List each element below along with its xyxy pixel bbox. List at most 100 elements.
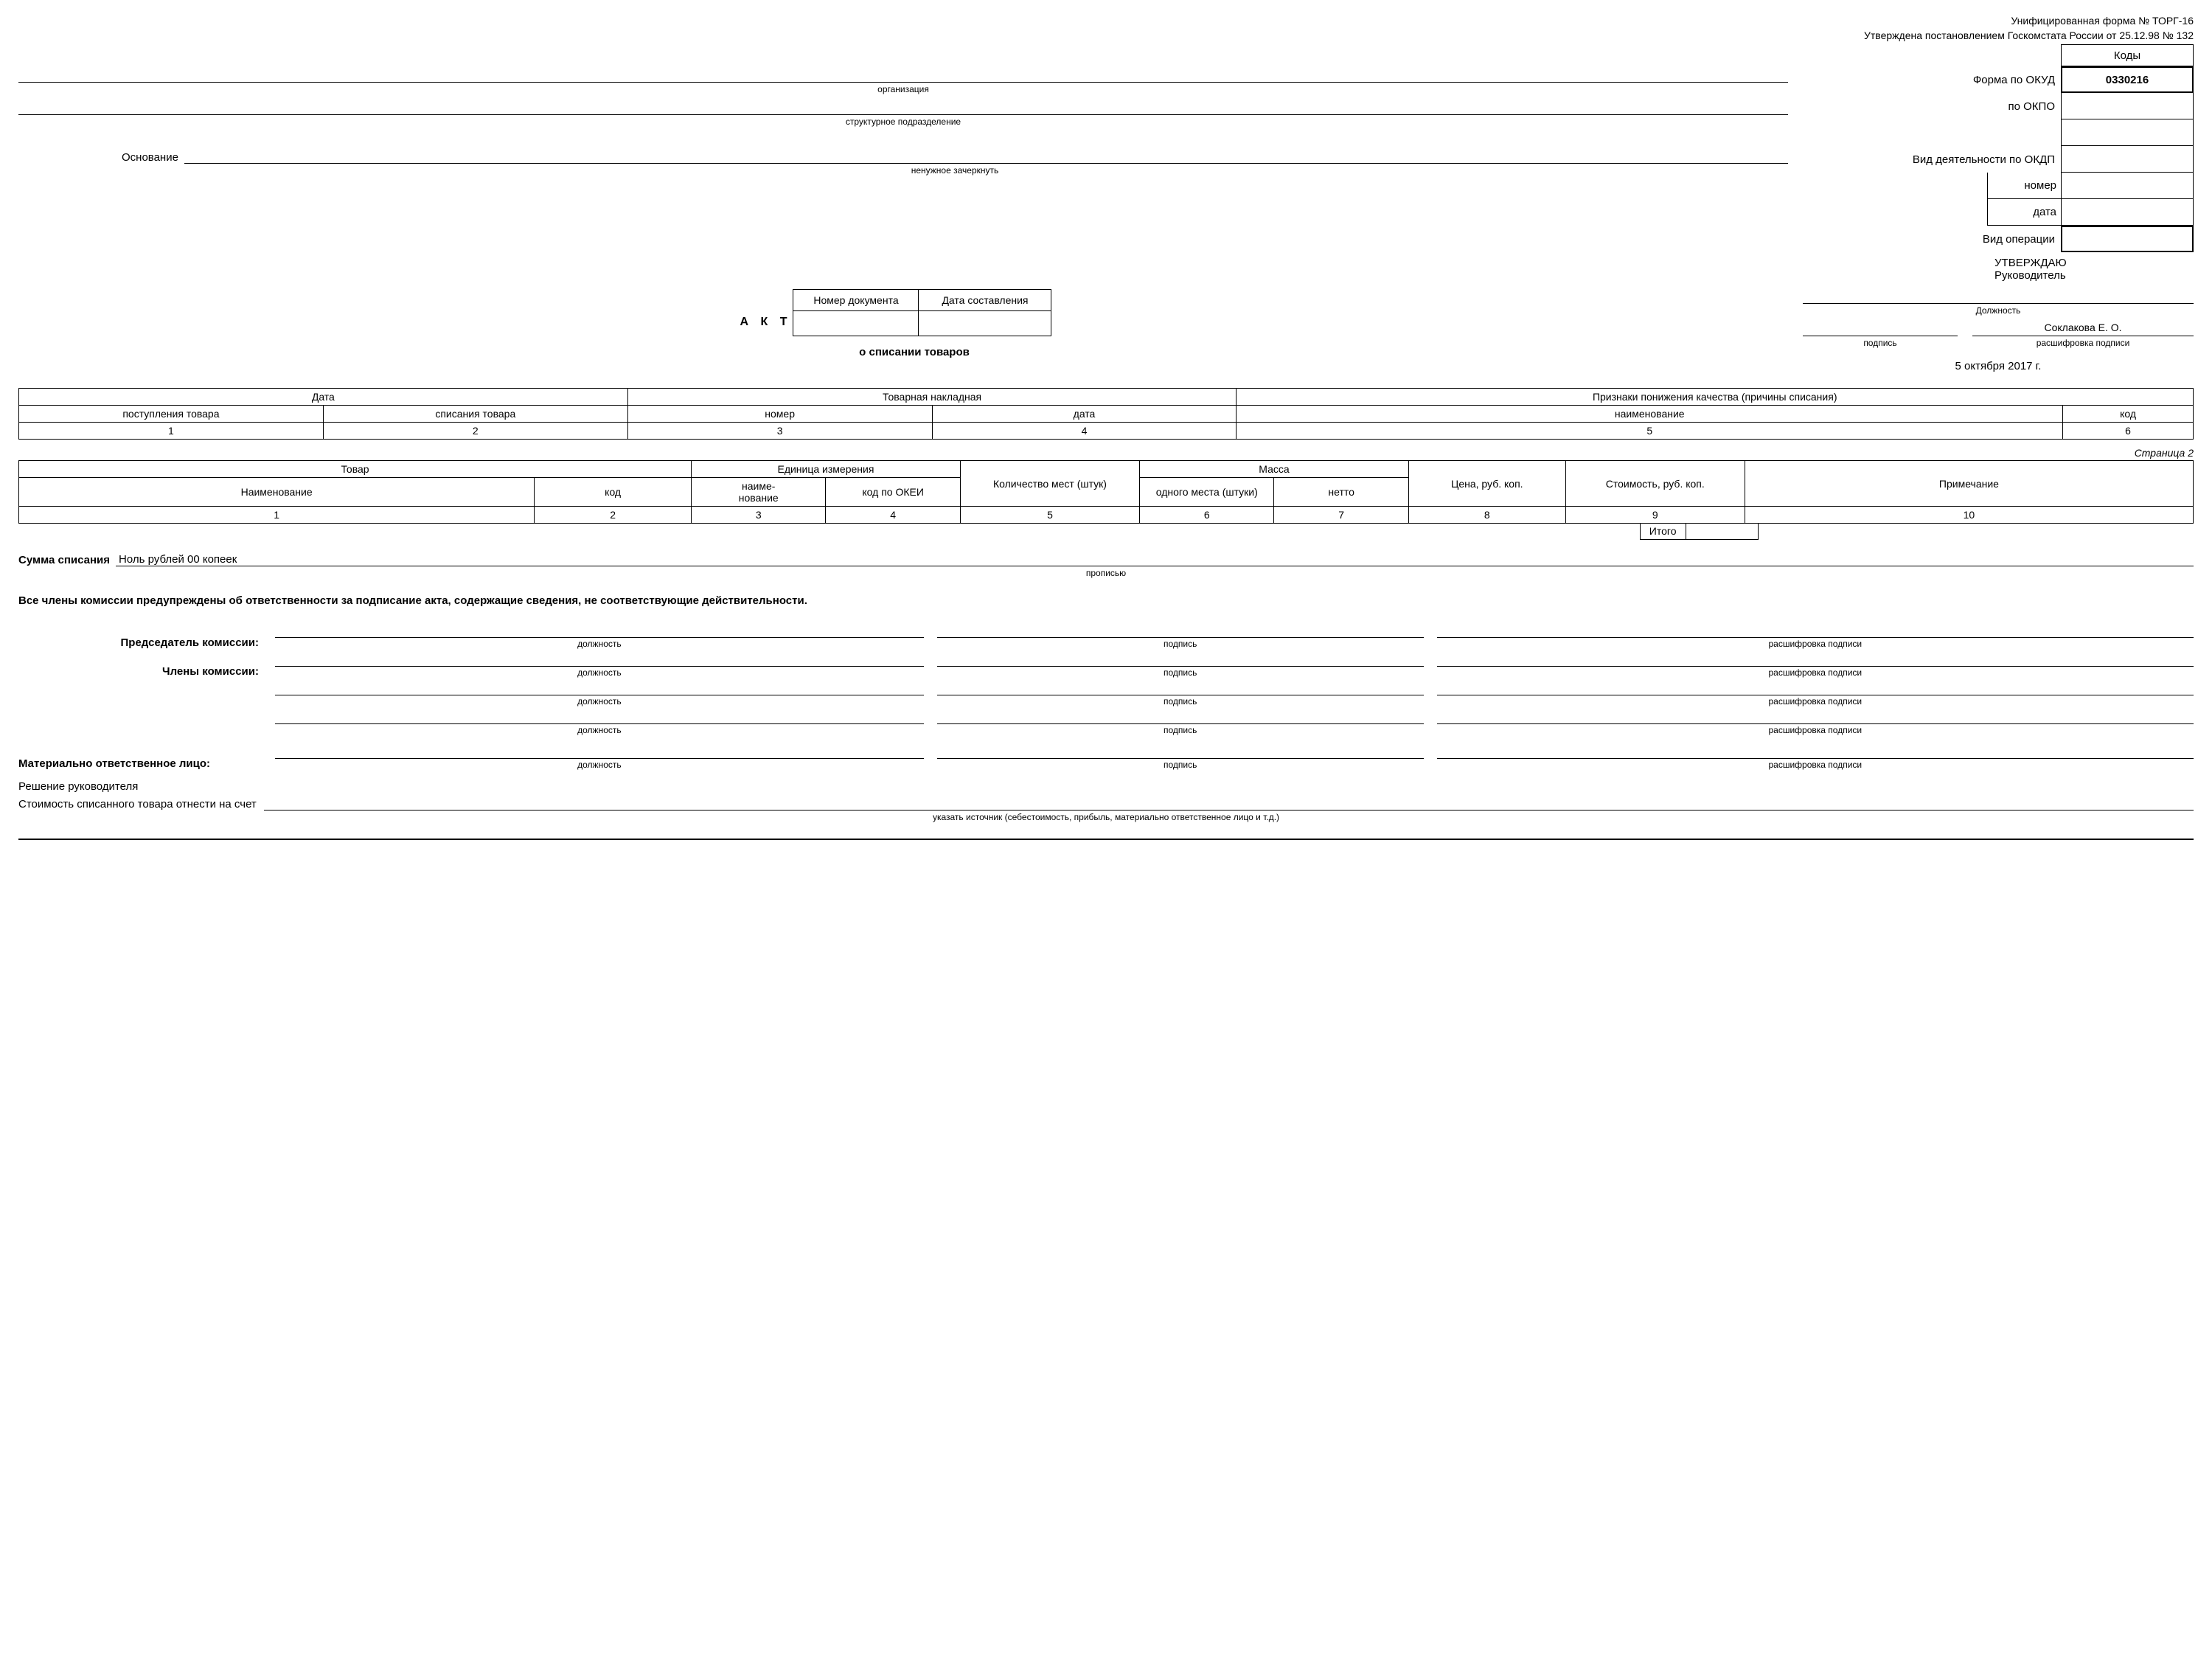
sum-label: Сумма списания: [18, 554, 110, 566]
t2-n9: 9: [1565, 507, 1745, 524]
t1-n6: 6: [2063, 423, 2194, 440]
page2-label: Страница 2: [18, 447, 2194, 459]
dept-field[interactable]: [18, 99, 1788, 115]
itogo-label: Итого: [1640, 523, 1686, 540]
cap-dec-5: расшифровка подписи: [1437, 760, 2194, 770]
members-label: Члены комиссии:: [18, 665, 262, 678]
t1-receipt: поступления товара: [19, 406, 324, 423]
basis-caption: ненужное зачеркнуть: [122, 165, 1788, 176]
responsible-name[interactable]: [1437, 744, 2194, 759]
akt-subtitle: о списании товаров: [18, 346, 1810, 358]
t1-n1: 1: [19, 423, 324, 440]
approve-position-line[interactable]: [1803, 289, 2194, 304]
itogo-value[interactable]: [1685, 523, 1759, 540]
final-rule: [18, 839, 2194, 840]
responsible-signature[interactable]: [937, 744, 1424, 759]
okpo-value[interactable]: [2061, 93, 2194, 119]
cap-dec-3: расшифровка подписи: [1437, 696, 2194, 707]
t1-invoice-header: Товарная накладная: [627, 389, 1237, 406]
t1-idate: дата: [932, 406, 1237, 423]
responsible-position[interactable]: [275, 744, 924, 759]
basis-field[interactable]: [184, 149, 1788, 164]
t2-n10: 10: [1745, 507, 2193, 524]
t2-qty: Количество мест (штук): [960, 461, 1139, 507]
t2-cost: Стоимость, руб. коп.: [1565, 461, 1745, 507]
approve-signature-line[interactable]: [1803, 322, 1958, 336]
cap-dec-1: расшифровка подписи: [1437, 639, 2194, 649]
chair-label: Председатель комиссии:: [18, 636, 262, 649]
akt-table: Номер документа Дата составления: [793, 289, 1051, 336]
t2-okei: код по ОКЕИ: [826, 478, 960, 507]
t2-price: Цена, руб. коп.: [1408, 461, 1565, 507]
sum-value: Ноль рублей 00 копеек: [116, 553, 2194, 566]
member3-name[interactable]: [1437, 709, 2194, 724]
cap-sig-5: подпись: [937, 760, 1424, 770]
chair-name[interactable]: [1437, 623, 2194, 638]
t2-n4: 4: [826, 507, 960, 524]
chair-signature[interactable]: [937, 623, 1424, 638]
t2-n1: 1: [19, 507, 535, 524]
chair-position[interactable]: [275, 623, 924, 638]
table2: Товар Единица измерения Количество мест …: [18, 460, 2194, 524]
t1-n2: 2: [323, 423, 627, 440]
t1-n4: 4: [932, 423, 1237, 440]
warning-text: Все члены комиссии предупреждены об отве…: [18, 594, 2194, 607]
member1-name[interactable]: [1437, 652, 2194, 667]
approve-title: УТВЕРЖДАЮ: [1994, 257, 2194, 269]
cap-pos-3: должность: [275, 696, 924, 707]
t2-name: Наименование: [19, 478, 535, 507]
doc-date-cell[interactable]: [919, 311, 1051, 336]
cost-line-label: Стоимость списанного товара отнести на с…: [18, 798, 257, 811]
t1-n5: 5: [1237, 423, 2063, 440]
okdp-label: Вид деятельности по ОКДП: [1803, 153, 2061, 166]
member3-position[interactable]: [275, 709, 924, 724]
cap-dec-4: расшифровка подписи: [1437, 725, 2194, 735]
cap-sig-2: подпись: [937, 667, 1424, 678]
member3-signature[interactable]: [937, 709, 1424, 724]
cost-caption: указать источник (себестоимость, прибыль…: [18, 812, 2194, 822]
member1-position[interactable]: [275, 652, 924, 667]
sum-caption: прописью: [18, 568, 2194, 578]
approve-name: Соклакова Е. О.: [1972, 322, 2194, 336]
approve-name-caption: расшифровка подписи: [1972, 338, 2194, 348]
number-value[interactable]: [2061, 173, 2194, 199]
t2-n2: 2: [535, 507, 692, 524]
dept-caption: структурное подразделение: [18, 117, 1788, 127]
decision-label: Решение руководителя: [18, 780, 2194, 793]
approve-date: 5 октября 2017 г.: [1803, 360, 2194, 372]
t1-writeoff: списания товара: [323, 406, 627, 423]
t2-net: нетто: [1274, 478, 1408, 507]
cap-pos-2: должность: [275, 667, 924, 678]
cost-line-field[interactable]: [264, 796, 2194, 811]
okpo-label: по ОКПО: [1803, 100, 2061, 113]
doc-no-cell[interactable]: [793, 311, 919, 336]
t1-quality-header: Признаки понижения качества (причины спи…: [1237, 389, 2194, 406]
cap-pos-5: должность: [275, 760, 924, 770]
table1: Дата Товарная накладная Признаки понижен…: [18, 388, 2194, 440]
approve-role: Руководитель: [1994, 269, 2194, 282]
t1-name: наименование: [1237, 406, 2063, 423]
member2-position[interactable]: [275, 681, 924, 695]
blank-cell-1[interactable]: [2061, 119, 2194, 146]
t2-n8: 8: [1408, 507, 1565, 524]
okdp-value[interactable]: [2061, 146, 2194, 173]
okud-value: 0330216: [2061, 66, 2194, 93]
form-number-line: Унифицированная форма № ТОРГ-16: [18, 15, 2194, 27]
t2-mass: Масса: [1140, 461, 1409, 478]
t2-n5: 5: [960, 507, 1139, 524]
member2-signature[interactable]: [937, 681, 1424, 695]
basis-label: Основание: [122, 151, 178, 164]
org-field[interactable]: [18, 66, 1788, 83]
operation-value[interactable]: [2061, 226, 2194, 252]
t2-one: одного места (штуки): [1140, 478, 1274, 507]
t2-unit-name: наиме- нование: [692, 478, 826, 507]
member2-name[interactable]: [1437, 681, 2194, 695]
t1-date-header: Дата: [19, 389, 628, 406]
cap-dec-2: расшифровка подписи: [1437, 667, 2194, 678]
t2-code: код: [535, 478, 692, 507]
date-value[interactable]: [2061, 199, 2194, 226]
member1-signature[interactable]: [937, 652, 1424, 667]
cap-sig-4: подпись: [937, 725, 1424, 735]
akt-title: А К Т: [740, 289, 793, 329]
t2-note: Примечание: [1745, 461, 2193, 507]
